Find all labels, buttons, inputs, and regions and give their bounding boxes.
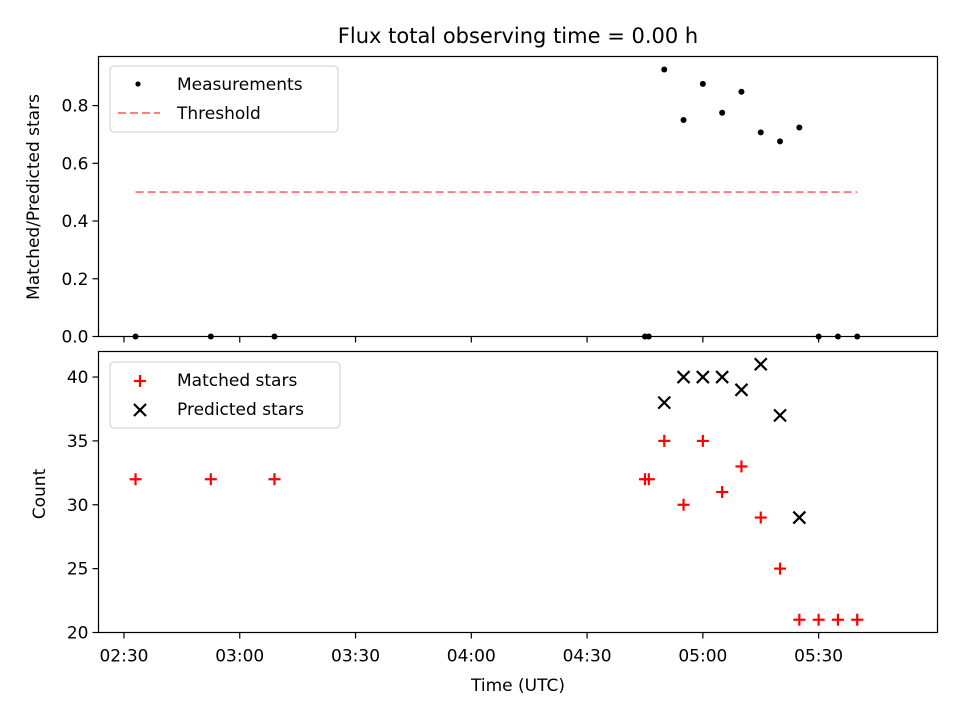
x-tick-label: 04:00: [447, 647, 496, 667]
top-y-tick-label: 0.0: [61, 328, 88, 348]
predicted-star-marker-b: [676, 370, 691, 384]
predicted-star-point: [753, 357, 768, 372]
top-panel: 0.00.20.40.60.8 Matched/Predicted stars …: [24, 55, 939, 348]
predicted-stars-series: [657, 357, 807, 525]
matched-star-point: [204, 473, 217, 486]
matched-star-point: [716, 486, 729, 498]
predicted-star-marker-b: [657, 395, 672, 410]
top-legend: Measurements Threshold: [109, 65, 339, 133]
predicted-star-marker-b: [773, 408, 787, 423]
matched-star-point: [735, 460, 748, 473]
bottom-y-tick-label: 40: [67, 368, 89, 388]
predicted-star-point: [657, 395, 672, 410]
measurement-point: [757, 129, 764, 136]
measurement-point: [680, 117, 687, 124]
matched-stars-series: [129, 434, 864, 626]
matched-star-point: [642, 473, 655, 486]
x-axis-label: Time (UTC): [470, 676, 565, 696]
matched-star-point: [268, 473, 281, 486]
top-y-tick-label: 0.8: [61, 97, 88, 117]
legend-matched-label: Matched stars: [177, 371, 297, 391]
bottom-y-tick-label: 30: [67, 496, 89, 516]
matched-star-point: [812, 613, 825, 626]
matched-star-point: [129, 473, 142, 486]
x-tick-label: 04:30: [563, 647, 612, 667]
measurement-point: [699, 80, 706, 87]
measurement-point: [777, 138, 784, 145]
x-tick-label: 03:30: [331, 647, 380, 667]
legend-threshold-label: Threshold: [176, 104, 261, 124]
bottom-y-tick-label: 20: [67, 624, 89, 644]
x-tick-label: 05:00: [678, 647, 727, 667]
matched-star-point: [696, 434, 709, 447]
top-y-axis-label: Matched/Predicted stars: [24, 94, 44, 300]
bottom-axes-frame: [97, 350, 939, 634]
top-axes-frame: [97, 55, 939, 338]
matched-star-point: [658, 434, 671, 447]
bottom-y-tick-label: 25: [67, 560, 89, 580]
measurement-point: [661, 66, 668, 73]
legend-predicted-marker: [133, 403, 147, 417]
matched-star-point: [677, 498, 690, 511]
matched-star-point: [793, 613, 806, 626]
chart-title: Flux total observing time = 0.00 h: [338, 24, 698, 48]
predicted-star-point: [792, 510, 807, 525]
top-y-tick-label: 0.4: [61, 212, 88, 232]
predicted-star-marker-b: [734, 383, 749, 397]
matched-star-point: [774, 562, 787, 575]
legend-predicted-label: Predicted stars: [177, 400, 304, 420]
bottom-legend: Matched stars Predicted stars: [109, 361, 341, 429]
x-tick-label: 02:30: [99, 647, 148, 667]
predicted-star-point: [696, 370, 710, 384]
matched-star-point: [831, 613, 844, 626]
measurement-point: [738, 88, 745, 95]
predicted-star-marker-b: [715, 370, 729, 384]
x-tick-label: 03:00: [215, 647, 264, 667]
legend-matched-marker: [134, 375, 146, 387]
predicted-star-marker-b: [792, 510, 807, 525]
predicted-star-marker-b: [696, 370, 710, 384]
predicted-star-point: [676, 370, 691, 384]
predicted-star-point: [734, 383, 749, 397]
matched-star-point: [851, 613, 864, 626]
predicted-star-point: [773, 408, 787, 423]
bottom-y-tick-label: 35: [67, 432, 89, 452]
predicted-star-point: [715, 370, 729, 384]
legend-measurements-label: Measurements: [177, 75, 303, 95]
predicted-star-marker-b: [753, 357, 768, 372]
top-y-tick-label: 0.2: [61, 270, 88, 290]
matched-star-point: [754, 511, 767, 524]
measurement-point: [796, 124, 803, 131]
measurement-point: [719, 109, 726, 116]
legend-measurements-marker: [135, 81, 141, 87]
x-tick-label: 05:30: [794, 647, 843, 667]
bottom-panel: 02:30 03:00 03:30 04:00 04:30 05:00 05:30 20 25 3…: [30, 350, 939, 696]
top-y-tick-label: 0.6: [61, 154, 88, 174]
bottom-y-axis-label: Count: [30, 468, 50, 519]
